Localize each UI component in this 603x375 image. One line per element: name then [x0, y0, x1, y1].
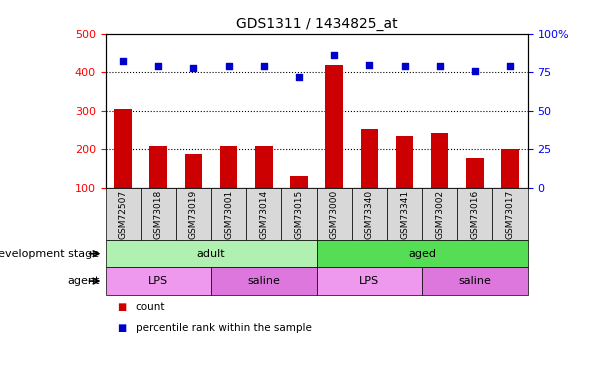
Point	[224, 63, 233, 69]
Point	[364, 62, 374, 68]
Text: GSM73002: GSM73002	[435, 190, 444, 239]
Text: GSM73340: GSM73340	[365, 190, 374, 239]
Bar	[106, 240, 317, 267]
Text: GSM73341: GSM73341	[400, 190, 409, 239]
Text: saline: saline	[458, 276, 491, 286]
Text: GSM73016: GSM73016	[470, 190, 479, 239]
Text: count: count	[136, 302, 165, 312]
Bar	[317, 188, 352, 240]
Bar	[150, 146, 167, 188]
Title: GDS1311 / 1434825_at: GDS1311 / 1434825_at	[236, 17, 397, 32]
Text: ■: ■	[118, 323, 127, 333]
Point	[259, 63, 269, 69]
Text: GSM72507: GSM72507	[119, 190, 128, 239]
Text: GSM73015: GSM73015	[294, 190, 303, 239]
Text: GSM73019: GSM73019	[189, 190, 198, 239]
Bar	[352, 188, 387, 240]
Bar	[255, 146, 273, 188]
Text: GSM73014: GSM73014	[259, 190, 268, 239]
Bar	[361, 129, 378, 188]
Text: LPS: LPS	[359, 276, 379, 286]
Bar	[493, 188, 528, 240]
Point	[435, 63, 444, 69]
Text: LPS: LPS	[148, 276, 168, 286]
Text: agent: agent	[67, 276, 99, 286]
Bar	[246, 188, 282, 240]
Text: percentile rank within the sample: percentile rank within the sample	[136, 323, 312, 333]
Text: GSM73000: GSM73000	[330, 190, 339, 239]
Bar	[211, 267, 317, 295]
Point	[505, 63, 515, 69]
Bar	[290, 176, 308, 188]
Bar	[387, 188, 422, 240]
Point	[329, 52, 339, 58]
Bar	[211, 188, 246, 240]
Bar	[317, 240, 528, 267]
Bar	[282, 188, 317, 240]
Text: ■: ■	[118, 302, 127, 312]
Bar	[326, 64, 343, 188]
Point	[294, 74, 304, 80]
Point	[400, 63, 409, 69]
Text: aged: aged	[408, 249, 436, 259]
Text: GSM73001: GSM73001	[224, 190, 233, 239]
Bar	[457, 188, 493, 240]
Bar	[140, 188, 176, 240]
Bar	[106, 267, 211, 295]
Text: saline: saline	[247, 276, 280, 286]
Text: development stage: development stage	[0, 249, 99, 259]
Point	[470, 68, 480, 74]
Text: GSM73018: GSM73018	[154, 190, 163, 239]
Bar	[317, 267, 422, 295]
Bar	[501, 149, 519, 188]
Bar	[185, 154, 202, 188]
Bar	[466, 158, 484, 188]
Point	[153, 63, 163, 69]
Point	[118, 58, 128, 64]
Bar	[431, 133, 449, 188]
Bar	[396, 136, 413, 188]
Bar	[115, 109, 132, 188]
Bar	[106, 188, 140, 240]
Bar	[422, 188, 457, 240]
Text: GSM73017: GSM73017	[505, 190, 514, 239]
Bar	[220, 146, 238, 188]
Bar	[176, 188, 211, 240]
Text: adult: adult	[197, 249, 226, 259]
Point	[189, 64, 198, 70]
Bar	[422, 267, 528, 295]
